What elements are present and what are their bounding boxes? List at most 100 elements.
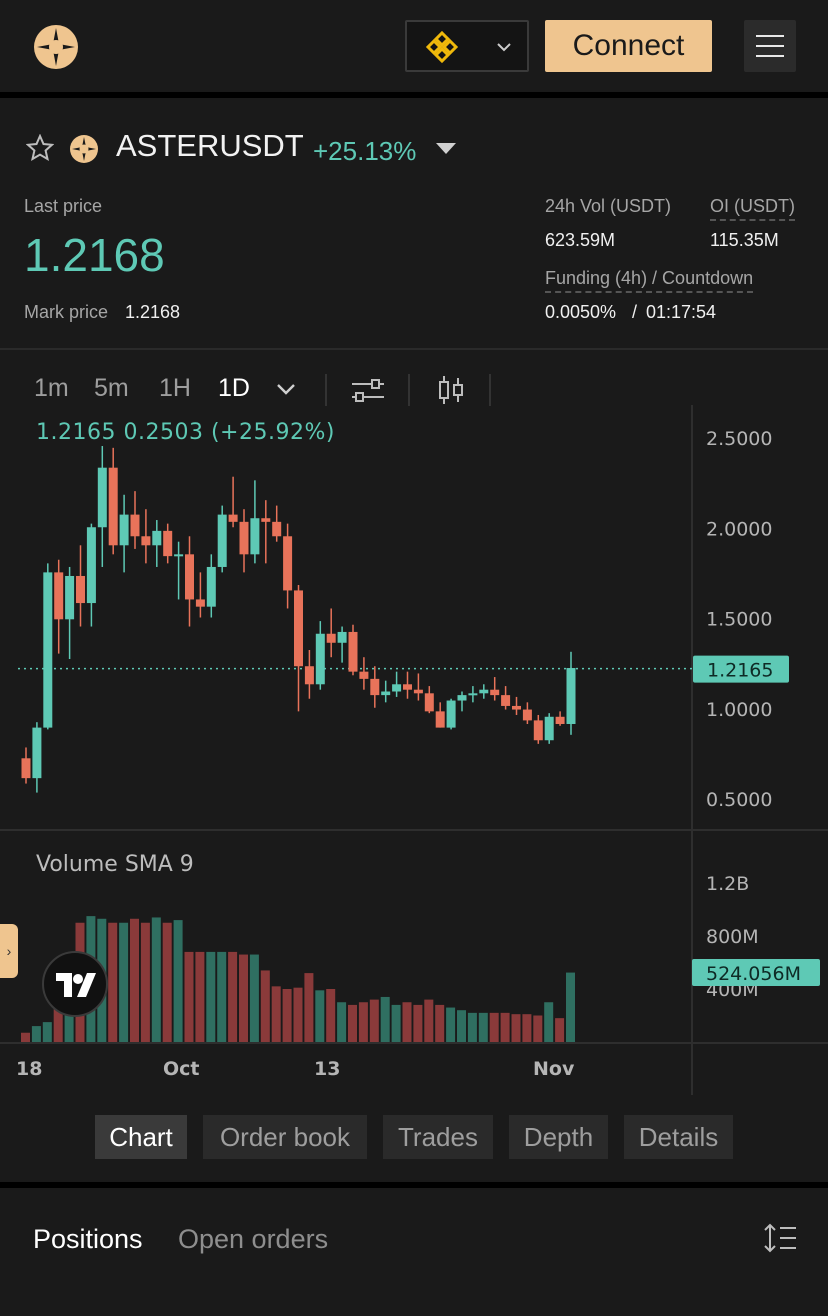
candle-body bbox=[468, 693, 478, 696]
open-interest-label[interactable]: OI (USDT) bbox=[710, 196, 795, 221]
tab-depth[interactable]: Depth bbox=[509, 1115, 608, 1159]
tab-positions[interactable]: Positions bbox=[33, 1224, 143, 1254]
volume-bar bbox=[337, 1002, 347, 1042]
timeframe-5m[interactable]: 5m bbox=[94, 374, 129, 402]
symbol-name[interactable]: ASTERUSDT bbox=[116, 128, 304, 163]
current-price-tag bbox=[693, 655, 789, 683]
candle-body bbox=[392, 684, 402, 692]
chevron-down-icon[interactable] bbox=[276, 381, 296, 397]
volume-bar bbox=[533, 1015, 543, 1042]
volume-bar bbox=[130, 918, 139, 1042]
volume-bar bbox=[391, 1004, 401, 1042]
timeframe-1h[interactable]: 1H bbox=[159, 374, 191, 402]
candle-body bbox=[21, 758, 31, 779]
funding-rate-value: 0.0050% bbox=[545, 302, 617, 322]
tab-open-orders[interactable]: Open orders bbox=[178, 1224, 329, 1254]
volume-bar bbox=[380, 996, 390, 1042]
top-header: Connect bbox=[0, 0, 828, 92]
candle-body bbox=[501, 695, 511, 706]
chart-ohlc-legend: 1.2165 0.2503 (+25.92%) bbox=[36, 420, 335, 445]
candle-body bbox=[370, 678, 380, 696]
hamburger-menu-button[interactable] bbox=[744, 20, 796, 72]
volume-bar bbox=[489, 1012, 499, 1042]
volume-bar bbox=[260, 970, 270, 1042]
candle-body bbox=[435, 711, 445, 728]
volume-bar bbox=[206, 951, 216, 1042]
indicators-settings-icon[interactable] bbox=[350, 376, 386, 404]
candle-body bbox=[337, 631, 347, 643]
volume-bar bbox=[457, 1010, 466, 1042]
tradingview-logo[interactable] bbox=[42, 951, 108, 1017]
volume-bar bbox=[31, 1026, 41, 1042]
volume-bar bbox=[500, 1012, 510, 1042]
chain-selector-button[interactable] bbox=[405, 20, 529, 72]
divider bbox=[0, 348, 828, 350]
volume-bar bbox=[184, 951, 194, 1042]
time-tick-label: Oct bbox=[163, 1058, 200, 1080]
candle-body bbox=[250, 518, 260, 555]
sort-icon[interactable] bbox=[762, 1222, 798, 1254]
time-tick-label: 13 bbox=[314, 1058, 340, 1080]
candle-body bbox=[217, 514, 227, 567]
candle-body bbox=[195, 599, 205, 607]
candle-body bbox=[141, 536, 151, 546]
menu-icon-bar bbox=[756, 45, 784, 47]
candle-body bbox=[97, 467, 107, 528]
current-volume-tag bbox=[692, 959, 820, 986]
volume-tick-label: 1.2B bbox=[706, 873, 749, 895]
candle-body bbox=[403, 684, 412, 690]
tab-trades[interactable]: Trades bbox=[383, 1115, 493, 1159]
tab-details[interactable]: Details bbox=[624, 1115, 733, 1159]
candle-body bbox=[522, 709, 532, 721]
candle-body bbox=[152, 530, 162, 546]
volume-bar bbox=[424, 999, 434, 1042]
timeframe-1d[interactable]: 1D bbox=[218, 374, 250, 402]
candle-body bbox=[457, 695, 467, 701]
timeframe-1m[interactable]: 1m bbox=[34, 374, 69, 402]
candle-body bbox=[533, 720, 543, 741]
candle-body bbox=[544, 716, 554, 741]
time-tick-label: Nov bbox=[533, 1058, 575, 1080]
aster-token-icon bbox=[70, 135, 98, 163]
funding-separator: / bbox=[632, 302, 638, 322]
candle-body bbox=[446, 700, 456, 728]
volume-bar bbox=[304, 973, 314, 1042]
favorite-star-icon[interactable] bbox=[26, 134, 54, 162]
volume-bar bbox=[21, 1032, 30, 1042]
volume-bar bbox=[228, 951, 238, 1042]
price-tick-label: 2.5000 bbox=[706, 428, 772, 450]
aster-logo-icon[interactable] bbox=[33, 24, 79, 70]
volume-bar bbox=[53, 1002, 63, 1042]
volume-bar bbox=[402, 1002, 412, 1042]
funding-countdown-label[interactable]: Funding (4h) / Countdown bbox=[545, 268, 754, 293]
volume-bar bbox=[293, 987, 303, 1042]
volume-bar bbox=[271, 986, 281, 1042]
candle-body bbox=[108, 467, 118, 546]
volume-bar bbox=[348, 1004, 357, 1042]
caret-down-icon[interactable] bbox=[435, 142, 457, 156]
menu-icon-bar bbox=[756, 55, 784, 57]
open-interest-value: 115.35M bbox=[710, 230, 779, 250]
side-panel-toggle[interactable]: › bbox=[0, 924, 18, 978]
price-tick-label: 2.0000 bbox=[706, 518, 772, 540]
price-tick-label: 0.5000 bbox=[706, 789, 772, 811]
price-tick-label: 1.0000 bbox=[706, 699, 772, 721]
volume-bar bbox=[358, 1002, 368, 1042]
candle-body bbox=[566, 668, 576, 724]
candle-body bbox=[228, 514, 238, 522]
candle-body bbox=[119, 514, 129, 546]
connect-wallet-button[interactable]: Connect bbox=[545, 20, 712, 72]
volume-bar bbox=[566, 972, 575, 1042]
price-chart[interactable]: 2.5000 2.0000 1.5000 1.0000 0.5000 1.2165 1.2B… bbox=[0, 405, 828, 1095]
volume-bar bbox=[140, 922, 150, 1042]
candle-body bbox=[315, 633, 325, 685]
candle-body bbox=[130, 514, 140, 537]
tab-chart[interactable]: Chart bbox=[95, 1115, 187, 1159]
candle-body bbox=[490, 689, 500, 696]
mark-price-label: Mark price bbox=[24, 302, 109, 322]
tab-order-book[interactable]: Order book bbox=[203, 1115, 367, 1159]
volume-indicator-label: Volume SMA 9 bbox=[36, 852, 194, 877]
candle-body bbox=[65, 575, 75, 620]
volume-bar bbox=[315, 990, 325, 1042]
candlestick-type-icon[interactable] bbox=[436, 374, 466, 406]
